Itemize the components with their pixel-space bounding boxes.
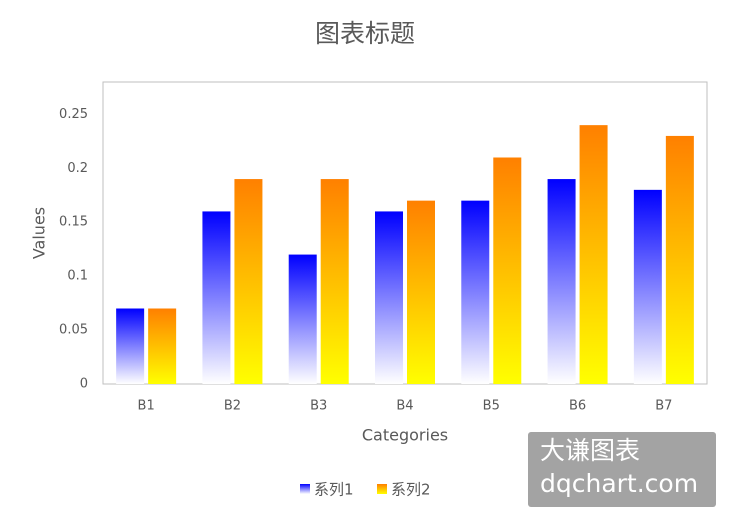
y-tick-label: 0 [80, 377, 88, 392]
bar [320, 179, 349, 384]
legend-label: 系列1 [314, 481, 354, 499]
bar [148, 308, 177, 384]
bar [493, 157, 522, 384]
x-tick-label: B2 [224, 399, 241, 414]
chart-title: 图表标题 [315, 19, 415, 48]
x-tick-label: B6 [569, 399, 586, 414]
watermark-box [528, 432, 716, 507]
legend-swatch [377, 484, 387, 494]
bar [579, 125, 608, 385]
bar [665, 135, 694, 384]
bar [375, 211, 403, 384]
y-axis-label: Values [30, 207, 49, 259]
y-tick-label: 0.25 [59, 107, 88, 122]
y-tick-label: 0.15 [59, 215, 88, 230]
watermark-text: dqchart.com [540, 469, 698, 498]
bar [116, 308, 145, 384]
x-tick-label: B4 [396, 399, 413, 414]
bar [547, 179, 576, 384]
x-axis-label: Categories [362, 426, 448, 445]
x-tick-label: B3 [310, 399, 327, 414]
bar [407, 200, 435, 384]
x-tick-label: B7 [655, 399, 672, 414]
bar [288, 254, 317, 384]
y-tick-label: 0.05 [59, 323, 88, 338]
x-tick-label: B1 [138, 399, 155, 414]
watermark-text: 大谦图表 [540, 436, 640, 465]
bar [202, 211, 231, 384]
plot-frame [102, 81, 708, 385]
legend-swatch [300, 484, 310, 494]
y-tick-label: 0.2 [67, 161, 88, 176]
x-tick-label: B5 [483, 399, 500, 414]
bar [234, 179, 263, 384]
bar [633, 189, 662, 384]
bar [461, 200, 490, 384]
y-tick-label: 0.1 [67, 269, 88, 284]
legend-label: 系列2 [391, 481, 431, 499]
